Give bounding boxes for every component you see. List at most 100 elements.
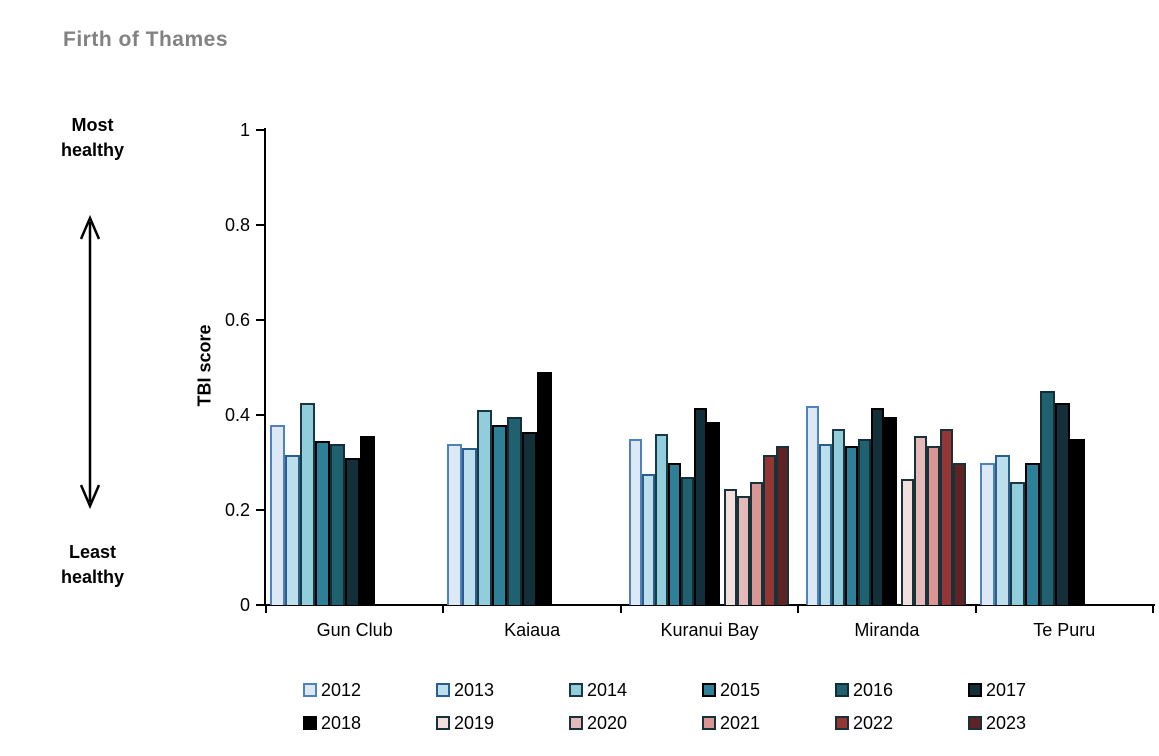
- bar-gun-club-2018: [360, 436, 375, 605]
- least-healthy-line2: healthy: [60, 567, 125, 587]
- category-label: Te Puru: [1033, 620, 1096, 640]
- legend-label: 2019: [454, 712, 495, 733]
- bar-kuranui-bay-2018: [706, 422, 720, 605]
- bar-kaiaua-2018: [537, 372, 553, 605]
- x-tick-mark: [1152, 604, 1154, 613]
- bar-gun-club-2015: [315, 441, 330, 605]
- legend-label: 2017: [986, 679, 1027, 700]
- legend-label: 2015: [720, 679, 761, 700]
- legend-swatch-icon: [968, 683, 982, 697]
- y-tick-mark: [256, 414, 264, 416]
- most-healthy-line1: Most: [71, 115, 114, 135]
- legend-label: 2022: [853, 712, 894, 733]
- legend-label: 2013: [454, 679, 495, 700]
- legend-swatch-icon: [702, 716, 716, 730]
- legend-label: 2012: [321, 679, 362, 700]
- bar-miranda-2022: [940, 429, 954, 605]
- bar-kuranui-bay-2022: [762, 455, 776, 605]
- bar-te-puru-2018: [1069, 438, 1085, 605]
- bar-kuranui-bay-2015: [667, 462, 681, 605]
- bar-miranda-2016: [858, 438, 872, 605]
- most-healthy-line2: healthy: [60, 140, 125, 160]
- y-tick-mark: [256, 509, 264, 511]
- legend-item-2017: 2017: [968, 679, 1101, 701]
- bar-gun-club-2014: [300, 403, 315, 605]
- bar-gun-club-2017: [345, 457, 360, 605]
- legend-item-2015: 2015: [702, 679, 835, 701]
- bar-miranda-2021: [927, 445, 941, 605]
- least-healthy-line1: Least: [68, 542, 117, 562]
- legend-swatch-icon: [303, 716, 317, 730]
- bar-miranda-2015: [845, 445, 859, 605]
- bar-kuranui-bay-2013: [641, 474, 655, 605]
- x-tick-mark: [974, 604, 977, 613]
- x-tick-mark: [797, 604, 800, 613]
- legend-label: 2023: [986, 712, 1027, 733]
- category-label: Miranda: [854, 620, 920, 640]
- legend-swatch-icon: [968, 716, 982, 730]
- bar-kuranui-bay-2021: [749, 481, 763, 605]
- bar-te-puru-2013: [994, 455, 1010, 605]
- bar-kuranui-bay-2014: [654, 434, 668, 605]
- legend-item-2018: 2018: [303, 712, 436, 734]
- legend-label: 2018: [321, 712, 362, 733]
- x-tick-mark: [265, 604, 267, 613]
- legend-item-2021: 2021: [702, 712, 835, 734]
- bar-kuranui-bay-2016: [680, 476, 694, 605]
- legend-label: 2014: [587, 679, 628, 700]
- legend-item-2016: 2016: [835, 679, 968, 701]
- health-scale-arrow-icon: [79, 214, 101, 510]
- legend-item-2019: 2019: [436, 712, 569, 734]
- legend-item-2014: 2014: [569, 679, 702, 701]
- category-label: Gun Club: [316, 620, 393, 640]
- y-tick-label: 0.2: [224, 500, 250, 520]
- bar-kuranui-bay-2023: [775, 445, 789, 605]
- legend-swatch-icon: [569, 716, 583, 730]
- y-tick-label: 0.8: [224, 215, 250, 235]
- legend-label: 2021: [720, 712, 761, 733]
- bar-gun-club-2012: [270, 424, 285, 605]
- y-tick-label: 1: [239, 120, 250, 140]
- x-tick-mark: [619, 604, 622, 613]
- bar-kaiaua-2016: [507, 417, 523, 605]
- y-tick-label: 0: [239, 595, 250, 615]
- x-axis-line: [264, 604, 1155, 606]
- bar-kuranui-bay-2020: [736, 495, 750, 605]
- bar-te-puru-2017: [1054, 403, 1070, 605]
- most-healthy-label: Most healthy: [30, 113, 155, 163]
- category-label: Kuranui Bay: [660, 620, 759, 640]
- y-tick-label: 0.4: [224, 405, 250, 425]
- bar-miranda-2019: [901, 479, 915, 605]
- legend-item-2013: 2013: [436, 679, 569, 701]
- legend-label: 2016: [853, 679, 894, 700]
- bar-miranda-2017: [871, 407, 885, 605]
- bar-te-puru-2014: [1009, 481, 1025, 605]
- bar-miranda-2020: [914, 436, 928, 605]
- bar-miranda-2013: [819, 443, 833, 605]
- bar-miranda-2018: [884, 417, 898, 605]
- bar-gun-club-2013: [285, 455, 300, 605]
- y-axis-line: [264, 128, 266, 606]
- bar-kuranui-bay-2012: [628, 438, 642, 605]
- bar-kaiaua-2017: [522, 431, 538, 605]
- legend-swatch-icon: [436, 683, 450, 697]
- legend-item-2022: 2022: [835, 712, 968, 734]
- chart-title: Firth of Thames: [63, 28, 229, 51]
- legend-item-2020: 2020: [569, 712, 702, 734]
- legend-swatch-icon: [569, 683, 583, 697]
- bar-kuranui-bay-2017: [693, 407, 707, 605]
- legend-item-2023: 2023: [968, 712, 1101, 734]
- legend-swatch-icon: [436, 716, 450, 730]
- bar-miranda-2023: [953, 462, 967, 605]
- bar-kaiaua-2013: [462, 448, 478, 605]
- legend-swatch-icon: [303, 683, 317, 697]
- bar-kaiaua-2014: [477, 410, 493, 605]
- legend-swatch-icon: [702, 683, 716, 697]
- bar-miranda-2014: [832, 429, 846, 605]
- x-tick-mark: [442, 604, 445, 613]
- least-healthy-label: Least healthy: [30, 540, 155, 590]
- bar-kuranui-bay-2019: [723, 488, 737, 605]
- y-tick-mark: [256, 319, 264, 321]
- bar-te-puru-2016: [1039, 391, 1055, 605]
